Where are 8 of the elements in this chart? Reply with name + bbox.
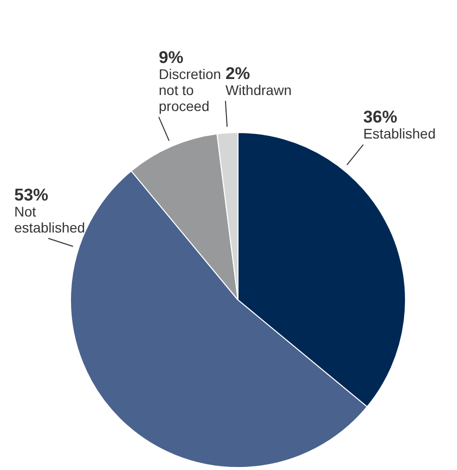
data-label: 9% (158, 48, 184, 67)
slice-label: Discretion not to proceed (158, 66, 222, 114)
slice-label: Not established (14, 203, 86, 236)
data-label: 53% (14, 185, 48, 204)
data-label: 36% (363, 108, 398, 127)
slice-label: Withdrawn (225, 82, 292, 98)
slice-label: Established (363, 126, 436, 142)
data-label: 2% (225, 64, 250, 83)
